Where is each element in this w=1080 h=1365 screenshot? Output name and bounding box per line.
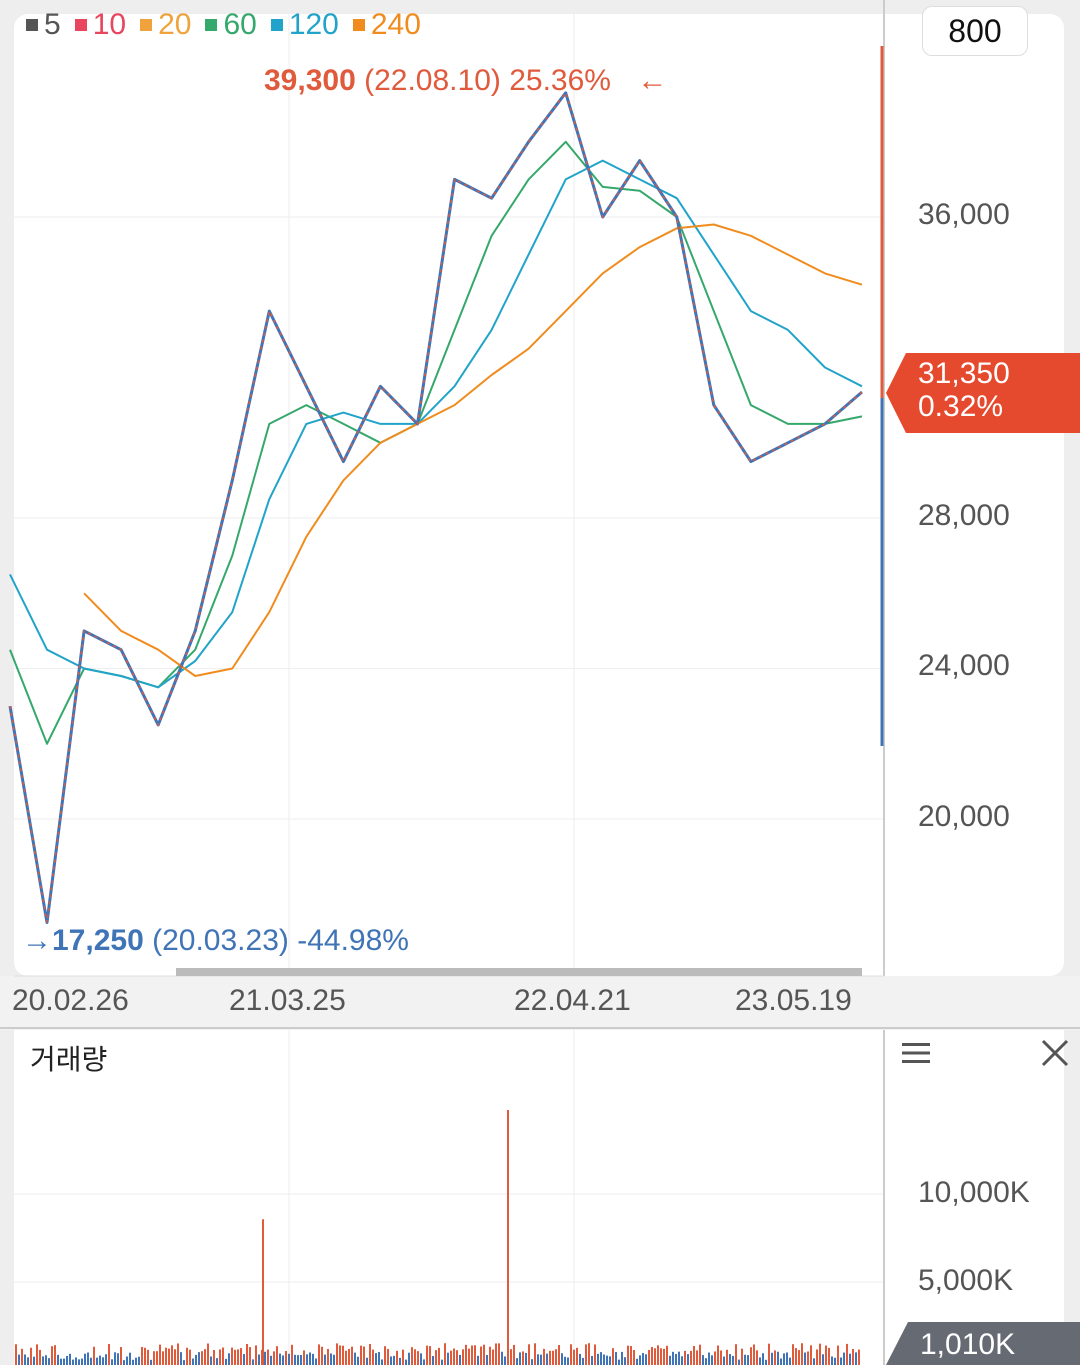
- high-price: 39,300: [264, 64, 356, 97]
- date-tick-3: 22.04.21: [514, 984, 631, 1017]
- legend-item-ma20[interactable]: 20: [140, 8, 191, 42]
- menu-icon[interactable]: [900, 1040, 932, 1066]
- legend-swatch-ma60: [205, 19, 218, 31]
- low-pct: -44.98%: [297, 924, 409, 957]
- date-axis-bg: [0, 976, 1080, 1030]
- series-line-price-up: [9, 91, 863, 923]
- date-tick-4: 23.05.19: [735, 984, 852, 1017]
- low-price: 17,250: [52, 924, 144, 957]
- legend-swatch-ma240: [352, 19, 365, 31]
- legend-label-ma120: 120: [288, 8, 339, 41]
- volume-bars: [15, 1110, 860, 1365]
- current-price: 31,350: [918, 357, 1010, 390]
- price-tick-28000: 28,000: [918, 499, 1010, 532]
- close-icon[interactable]: [1038, 1036, 1072, 1070]
- current-volume-tag-shape: [886, 1322, 1080, 1365]
- legend-swatch-ma10: [74, 19, 87, 31]
- legend-item-ma5[interactable]: 5: [26, 8, 61, 42]
- current-price-tag: 31,350 0.32%: [886, 353, 1080, 433]
- legend-swatch-ma20: [140, 19, 153, 31]
- current-volume-tag: 1,010K: [886, 1322, 1080, 1365]
- legend-swatch-ma120: [270, 19, 283, 31]
- current-price-tag-shape: [886, 353, 1080, 433]
- legend-label-ma60: 60: [223, 8, 257, 41]
- series-line-ma120: [9, 159, 863, 689]
- current-volume: 1,010K: [920, 1328, 1016, 1361]
- high-pct: 25.36%: [509, 64, 611, 97]
- legend-label-ma10: 10: [92, 8, 127, 41]
- series-line-ma240: [83, 223, 863, 677]
- legend-item-ma60[interactable]: 60: [205, 8, 257, 42]
- date-tick-1: 20.02.26: [12, 984, 129, 1017]
- price-line: [8, 91, 863, 924]
- volume-panel-bg: [14, 1030, 1064, 1365]
- legend-swatch-ma5: [26, 19, 38, 31]
- ma-legend: 5 10 20 60 120 240: [26, 8, 421, 42]
- high-arrow-icon: ←: [637, 64, 668, 97]
- date-tick-2: 21.03.25: [229, 984, 346, 1017]
- price-tick-24000: 24,000: [918, 649, 1010, 682]
- price-tick-36000: 36,000: [918, 198, 1010, 231]
- low-annotation: →17,250 (20.03.23) -44.98%: [22, 924, 409, 958]
- volume-tick-5000k: 5,000K: [918, 1264, 1014, 1297]
- legend-item-ma120[interactable]: 120: [270, 8, 339, 42]
- legend-label-ma240: 240: [370, 8, 421, 41]
- legend-item-ma10[interactable]: 10: [74, 8, 127, 42]
- volume-title: 거래량: [30, 1044, 108, 1075]
- zoom-level-button[interactable]: 800: [922, 6, 1028, 56]
- legend-label-ma5: 5: [44, 8, 61, 41]
- high-annotation: 39,300 (22.08.10) 25.36% ←: [264, 64, 667, 98]
- ma-lines: [9, 140, 863, 745]
- high-date: (22.08.10): [364, 64, 501, 97]
- horizontal-scrollbar[interactable]: [176, 968, 862, 976]
- volume-tick-10000k: 10,000K: [918, 1176, 1030, 1209]
- zoom-level-value: 800: [948, 12, 1002, 49]
- legend-label-ma20: 20: [158, 8, 192, 41]
- price-panel-bg: [14, 14, 1064, 976]
- low-date: (20.03.23): [152, 924, 289, 957]
- current-change: 0.32%: [918, 390, 1004, 423]
- price-tick-20000: 20,000: [918, 800, 1010, 833]
- current-price-text: 31,350 0.32%: [918, 357, 1010, 423]
- legend-item-ma240[interactable]: 240: [352, 8, 421, 42]
- low-arrow-icon: →: [22, 924, 52, 957]
